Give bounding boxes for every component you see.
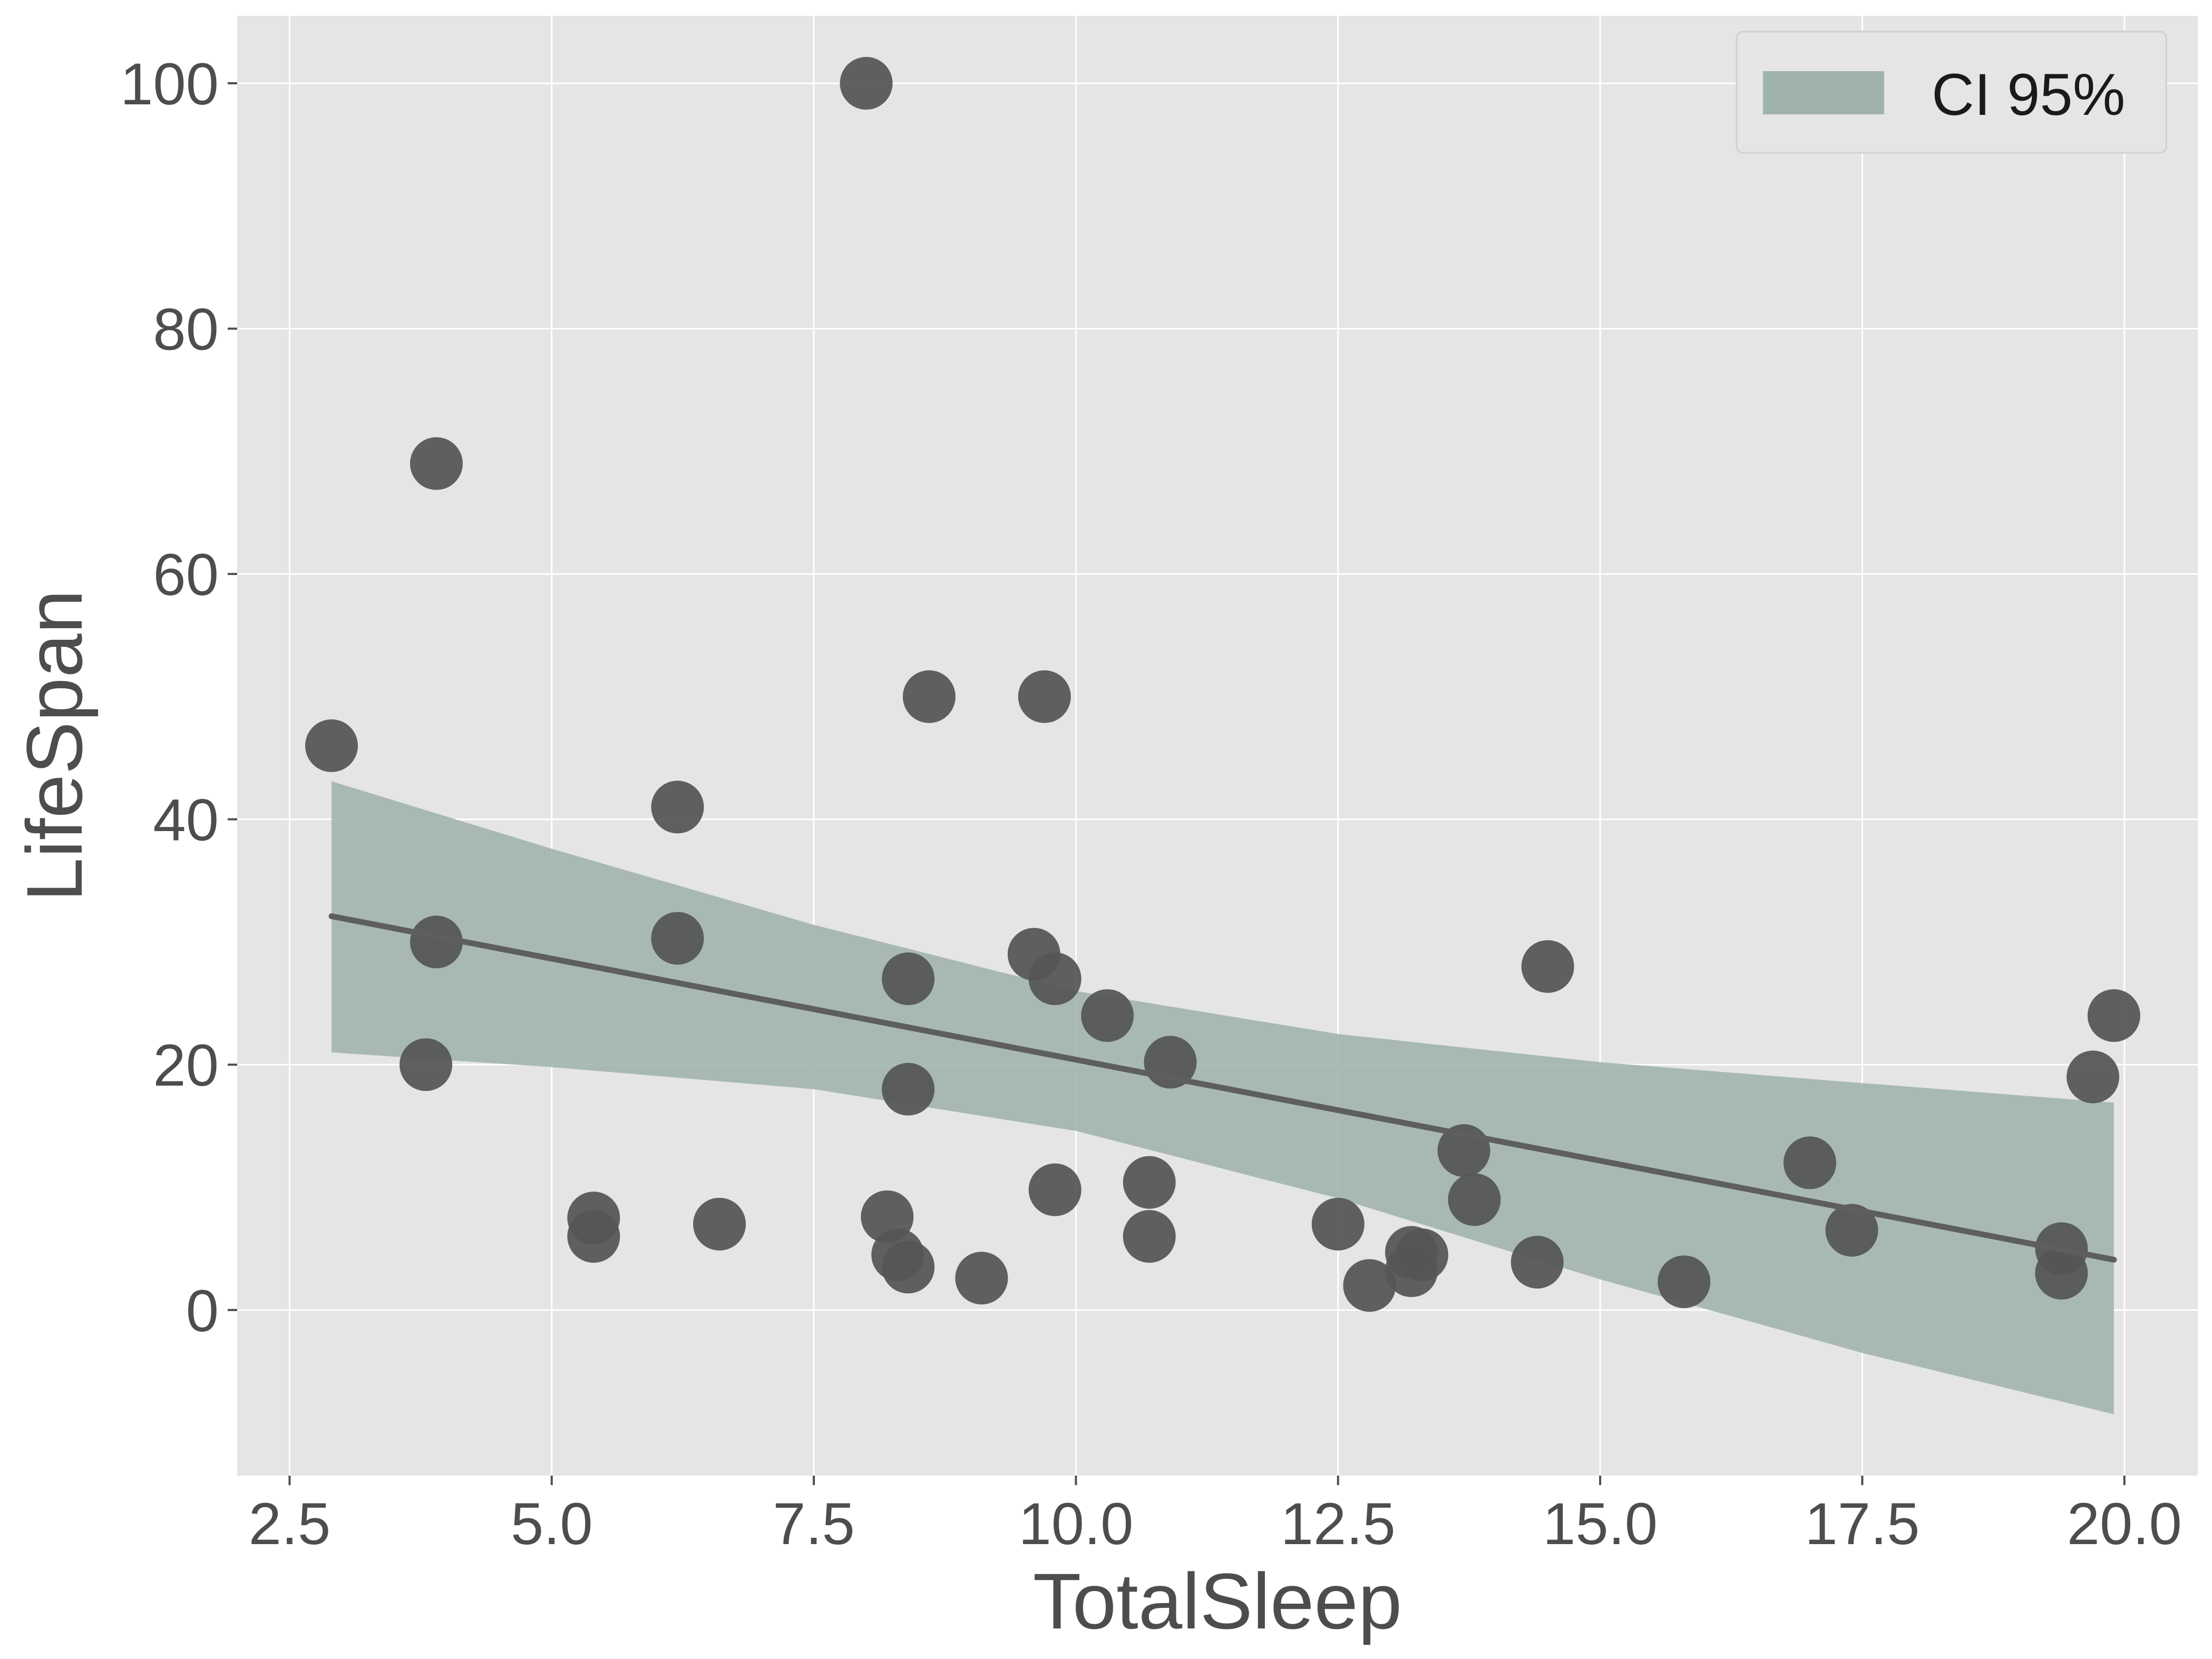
data-point — [882, 952, 935, 1006]
y-tick-label: 0 — [186, 1278, 219, 1344]
data-point — [902, 670, 956, 723]
x-tick-label: 17.5 — [1805, 1491, 1919, 1557]
data-point — [1783, 1136, 1836, 1189]
legend-label-ci: CI 95% — [1932, 62, 2125, 128]
data-point — [955, 1252, 1008, 1305]
y-axis-title: LifeSpan — [10, 590, 99, 902]
x-tick-label: 5.0 — [511, 1491, 593, 1557]
x-axis-title: TotalSleep — [1033, 1557, 1402, 1645]
regression-line-layer — [328, 913, 2117, 1263]
x-tick-label: 7.5 — [773, 1491, 855, 1557]
x-tick-label: 10.0 — [1018, 1491, 1133, 1557]
data-point — [1521, 940, 1574, 993]
y-tick-label: 20 — [153, 1032, 219, 1098]
data-point — [651, 780, 704, 834]
data-point — [2035, 1246, 2088, 1300]
data-point — [1511, 1235, 1564, 1289]
data-point — [1018, 670, 1071, 723]
data-point — [1028, 952, 1081, 1006]
data-point — [399, 1038, 453, 1091]
data-point — [1448, 1173, 1501, 1226]
data-point — [1658, 1255, 1711, 1309]
legend-box — [1736, 31, 2167, 154]
data-point — [1311, 1197, 1365, 1251]
x-tick-label: 20.0 — [2067, 1491, 2182, 1557]
y-tick-label: 100 — [120, 51, 219, 117]
data-point — [410, 437, 463, 490]
data-points — [305, 57, 2140, 1312]
data-point — [1343, 1259, 1396, 1312]
data-point — [882, 1241, 935, 1294]
confidence-band-layer — [332, 781, 2114, 1414]
data-point — [1395, 1228, 1448, 1282]
legend: CI 95% — [1736, 31, 2167, 154]
x-tick-label: 12.5 — [1281, 1491, 1396, 1557]
data-point — [882, 1062, 935, 1116]
x-tick-label: 2.5 — [249, 1491, 331, 1557]
data-point — [567, 1210, 620, 1263]
data-point — [1123, 1210, 1176, 1263]
legend-swatch-ci — [1763, 71, 1884, 114]
regression-line — [328, 913, 2117, 1263]
data-point — [2087, 989, 2140, 1042]
y-tick-label: 40 — [153, 787, 219, 853]
data-point — [1081, 989, 1134, 1042]
data-point — [305, 719, 358, 772]
data-point — [840, 57, 893, 110]
data-point — [693, 1197, 746, 1251]
data-point — [1825, 1204, 1878, 1257]
data-point — [651, 912, 704, 965]
data-point — [1123, 1156, 1176, 1209]
data-point — [410, 915, 463, 969]
y-tick-label: 80 — [153, 297, 219, 363]
x-tick-label: 15.0 — [1543, 1491, 1658, 1557]
y-tick-label: 60 — [153, 542, 219, 608]
data-point — [1028, 1163, 1081, 1216]
axes: 2.5 5.0 7.5 10.0 12.5 15.0 17.5 20.0 0 20 40 60 80 10… — [120, 51, 2182, 1557]
data-point — [2067, 1050, 2120, 1104]
confidence-band — [332, 781, 2114, 1414]
